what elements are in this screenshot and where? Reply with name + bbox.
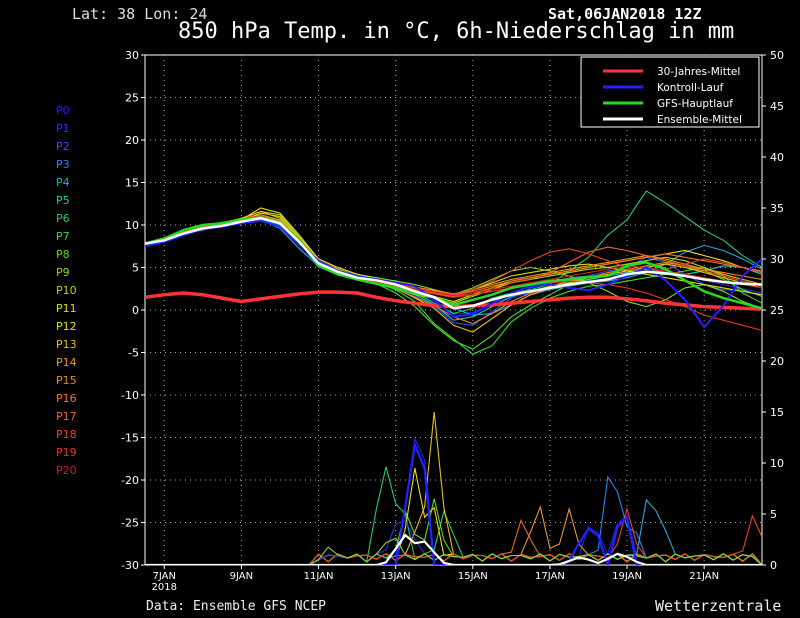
member-label-p14: P14 bbox=[56, 356, 77, 369]
y-left-tick-label: 30 bbox=[125, 49, 139, 62]
member-label-p0: P0 bbox=[56, 104, 70, 117]
y-right-tick-label: 0 bbox=[770, 559, 777, 572]
member-label-p9: P9 bbox=[56, 266, 70, 279]
legend-label: Kontroll-Lauf bbox=[657, 82, 724, 94]
member-label-p4: P4 bbox=[56, 176, 70, 189]
precip-line-control bbox=[145, 440, 762, 565]
member-label-p15: P15 bbox=[56, 374, 77, 387]
precip-line-p6 bbox=[145, 466, 762, 565]
location-label: Lat: 38 Lon: 24 bbox=[72, 5, 208, 23]
member-label-p20: P20 bbox=[56, 464, 77, 477]
chart-title: 850 hPa Temp. in °C, 6h-Niederschlag in … bbox=[178, 19, 735, 44]
precip-line-p13 bbox=[145, 411, 762, 565]
y-right-tick-label: 15 bbox=[770, 406, 784, 419]
temp-line-p10 bbox=[145, 210, 762, 304]
precip-line-p12 bbox=[145, 467, 762, 565]
member-label-p11: P11 bbox=[56, 302, 77, 315]
temp-line-p13 bbox=[145, 210, 762, 333]
brand-label: Wetterzentrale bbox=[655, 597, 782, 615]
x-tick-label: 17JAN bbox=[535, 571, 565, 582]
y-left-tick-label: 15 bbox=[125, 177, 139, 190]
temp-line-p7 bbox=[145, 216, 762, 355]
member-label-p17: P17 bbox=[56, 410, 77, 423]
precip-line-p18 bbox=[145, 506, 762, 565]
precip-line-p0 bbox=[145, 436, 762, 565]
member-label-p12: P12 bbox=[56, 320, 77, 333]
data-source-label: Data: Ensemble GFS NCEP bbox=[146, 599, 327, 614]
legend-label: GFS-Hauptlauf bbox=[657, 98, 733, 110]
member-label-p8: P8 bbox=[56, 248, 70, 261]
y-right-tick-label: 25 bbox=[770, 304, 784, 317]
x-tick-label: 21JAN bbox=[689, 571, 719, 582]
y-right-tick-label: 45 bbox=[770, 100, 784, 113]
x-tick-label: 9JAN bbox=[230, 571, 253, 582]
y-left-tick-label: 0 bbox=[132, 304, 139, 317]
member-label-p5: P5 bbox=[56, 194, 70, 207]
y-right-tick-label: 10 bbox=[770, 457, 784, 470]
member-label-p16: P16 bbox=[56, 392, 77, 405]
member-label-p1: P1 bbox=[56, 122, 70, 135]
precip-line-p9 bbox=[145, 537, 762, 565]
plot-frame bbox=[144, 54, 763, 566]
y-left-tick-label: -25 bbox=[121, 517, 139, 530]
y-right-tick-label: 30 bbox=[770, 253, 784, 266]
ensemble-member-list: P0 P1 P2 P3 P4 P5 P6 P7 P8 P9 P10 P11 P12 P13 P14 P15 P1… bbox=[56, 102, 77, 480]
y-left-tick-label: -15 bbox=[121, 432, 139, 445]
temp-line-mean bbox=[145, 216, 762, 310]
run-date-label: Sat,06JAN2018 12Z bbox=[548, 5, 702, 23]
x-tick-sublabel: 2018 bbox=[152, 582, 177, 593]
member-label-p10: P10 bbox=[56, 284, 77, 297]
legend-box bbox=[580, 56, 760, 128]
y-right-tick-label: 5 bbox=[770, 508, 777, 521]
member-label-p19: P19 bbox=[56, 446, 77, 459]
member-label-p2: P2 bbox=[56, 140, 70, 153]
y-right-tick-label: 40 bbox=[770, 151, 784, 164]
y-left-tick-label: 10 bbox=[125, 219, 139, 232]
y-right-tick-label: 20 bbox=[770, 355, 784, 368]
legend-label: Ensemble-Mittel bbox=[657, 114, 742, 126]
x-tick-label: 7JAN bbox=[153, 571, 176, 582]
y-left-tick-label: 20 bbox=[125, 134, 139, 147]
y-right-tick-label: 35 bbox=[770, 202, 784, 215]
y-left-tick-label: 5 bbox=[132, 262, 139, 275]
precip-line-p4 bbox=[145, 498, 762, 565]
y-left-tick-label: -20 bbox=[121, 474, 139, 487]
precip-line-p8 bbox=[145, 498, 762, 565]
member-label-p3: P3 bbox=[56, 158, 70, 171]
plot-area bbox=[145, 190, 762, 565]
x-tick-label: 19JAN bbox=[612, 571, 642, 582]
x-tick-label: 15JAN bbox=[458, 571, 488, 582]
temp-line-climate bbox=[145, 290, 762, 311]
legend-label: 30-Jahres-Mittel bbox=[657, 66, 740, 78]
y-left-tick-label: 25 bbox=[125, 92, 139, 105]
y-left-tick-label: -10 bbox=[121, 389, 139, 402]
y-left-tick-label: -30 bbox=[121, 559, 139, 572]
member-label-p13: P13 bbox=[56, 338, 77, 351]
temp-line-control bbox=[145, 219, 762, 329]
x-tick-label: 13JAN bbox=[381, 571, 411, 582]
y-right-tick-label: 50 bbox=[770, 49, 784, 62]
member-label-p6: P6 bbox=[56, 212, 70, 225]
member-label-p18: P18 bbox=[56, 428, 77, 441]
temp-line-gfs bbox=[145, 216, 762, 310]
member-label-p7: P7 bbox=[56, 230, 70, 243]
x-tick-label: 11JAN bbox=[304, 571, 334, 582]
y-left-tick-label: -5 bbox=[128, 347, 139, 360]
